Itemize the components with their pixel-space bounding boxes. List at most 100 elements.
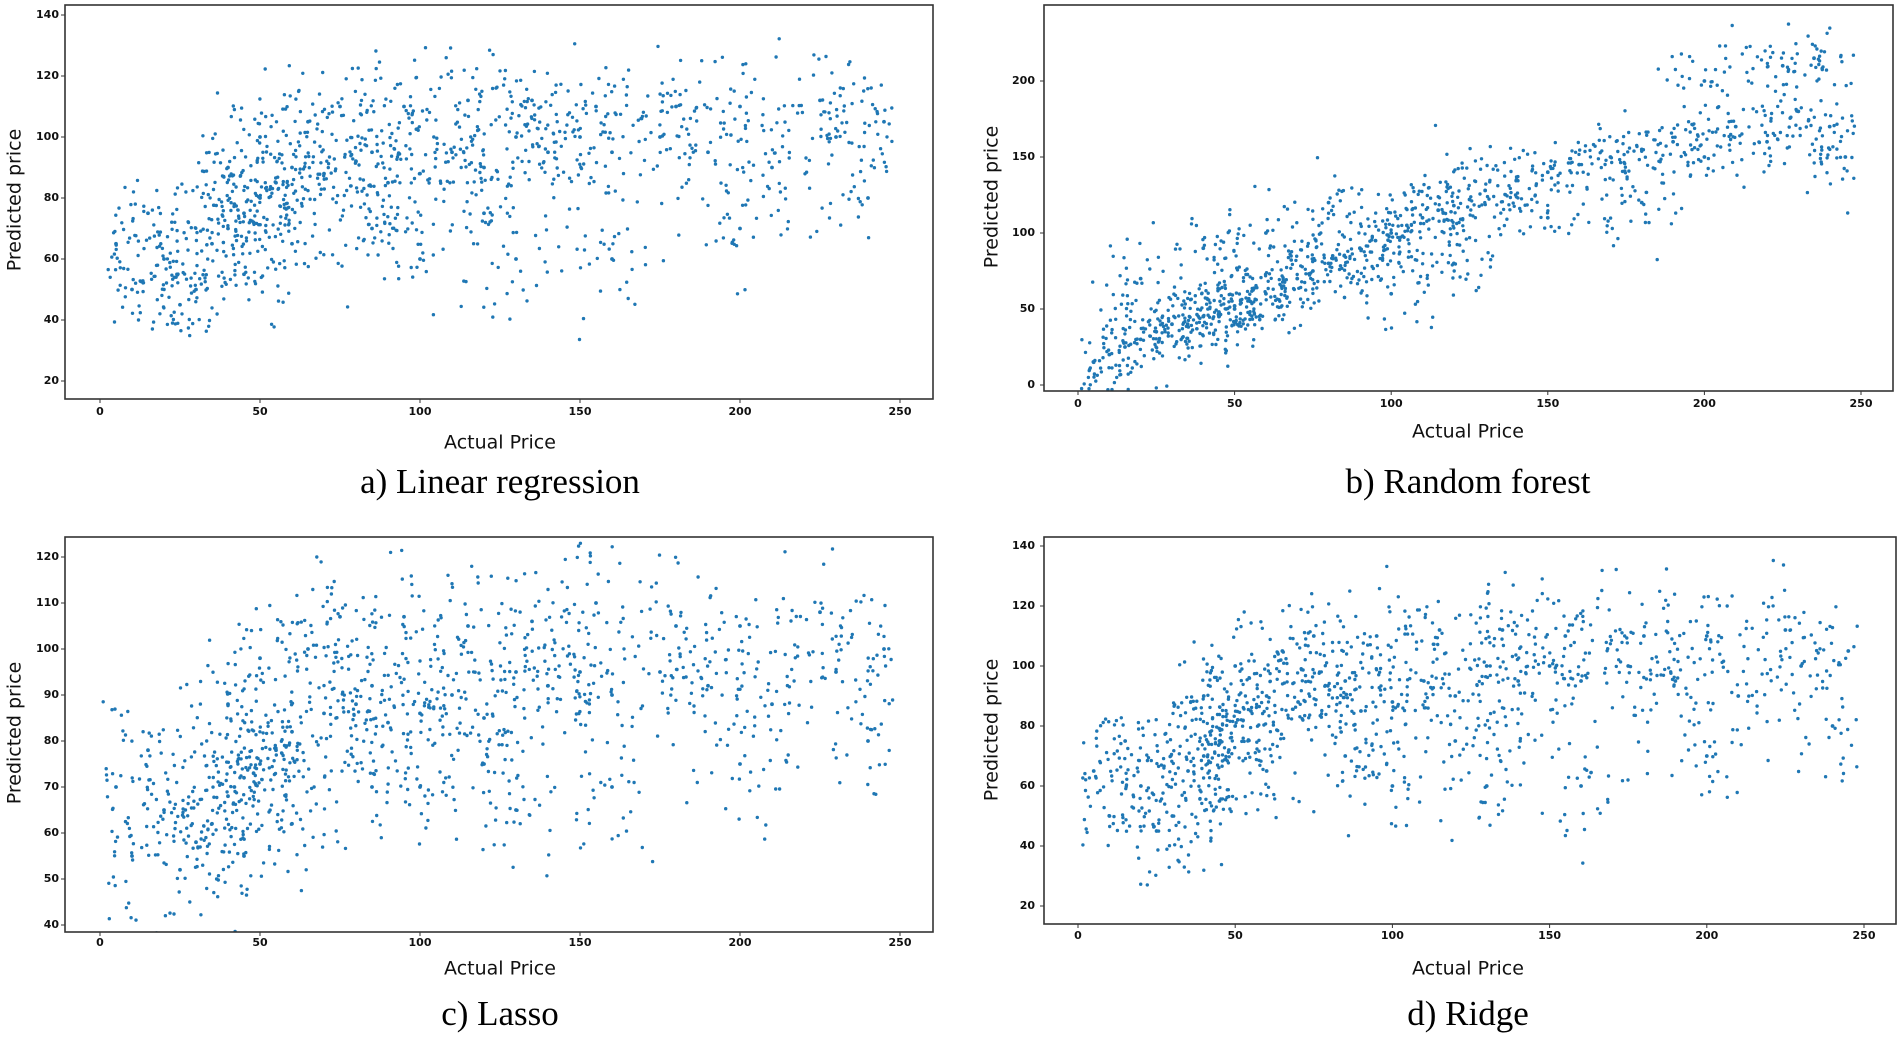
data-point bbox=[505, 291, 509, 296]
data-point bbox=[1298, 646, 1302, 650]
data-point bbox=[155, 298, 159, 302]
data-point bbox=[868, 682, 873, 686]
data-point bbox=[252, 270, 257, 274]
data-point bbox=[142, 209, 146, 214]
data-point bbox=[674, 698, 678, 702]
data-point bbox=[661, 259, 666, 263]
data-point bbox=[1234, 254, 1238, 258]
data-point bbox=[295, 593, 299, 598]
data-point bbox=[714, 586, 718, 591]
data-point bbox=[1842, 166, 1846, 171]
data-point bbox=[485, 712, 489, 716]
data-point bbox=[1190, 345, 1195, 350]
data-point bbox=[370, 620, 375, 624]
data-point bbox=[435, 634, 440, 639]
data-point bbox=[1310, 257, 1314, 261]
data-point bbox=[362, 237, 366, 242]
data-point bbox=[309, 707, 313, 712]
data-point bbox=[590, 91, 595, 95]
data-point bbox=[1406, 226, 1411, 230]
data-point bbox=[610, 672, 615, 676]
data-point bbox=[1298, 715, 1302, 719]
data-point bbox=[1621, 142, 1625, 146]
data-point bbox=[340, 666, 344, 670]
data-point bbox=[1406, 238, 1410, 242]
data-point bbox=[804, 617, 809, 622]
data-point bbox=[673, 555, 678, 559]
data-point bbox=[1335, 248, 1339, 252]
data-point bbox=[1179, 276, 1183, 280]
data-point bbox=[175, 780, 179, 785]
data-point bbox=[1129, 309, 1133, 313]
data-point bbox=[266, 756, 270, 761]
data-point bbox=[521, 785, 525, 789]
data-point bbox=[320, 845, 325, 849]
data-point bbox=[828, 117, 832, 121]
data-point bbox=[797, 103, 801, 108]
data-point bbox=[1549, 176, 1554, 180]
data-point bbox=[1642, 202, 1646, 207]
data-point bbox=[1571, 677, 1575, 681]
data-point bbox=[1664, 144, 1668, 148]
data-point bbox=[546, 697, 550, 701]
data-point bbox=[663, 674, 667, 678]
data-point bbox=[329, 769, 333, 773]
data-point bbox=[1261, 767, 1265, 772]
data-point bbox=[682, 117, 686, 121]
data-point bbox=[828, 136, 833, 141]
data-point bbox=[1629, 219, 1633, 223]
data-point bbox=[1133, 359, 1137, 364]
data-point bbox=[1216, 289, 1220, 293]
data-point bbox=[287, 660, 291, 664]
data-point bbox=[136, 318, 141, 322]
data-point bbox=[721, 127, 726, 131]
data-point bbox=[1429, 252, 1434, 256]
data-point bbox=[1352, 257, 1357, 262]
data-point bbox=[383, 220, 387, 224]
data-point bbox=[370, 226, 374, 231]
data-point bbox=[432, 705, 436, 709]
data-point bbox=[1118, 274, 1122, 278]
data-point bbox=[582, 162, 586, 166]
data-point bbox=[1295, 272, 1299, 277]
data-point bbox=[770, 148, 775, 152]
data-point bbox=[434, 197, 438, 201]
data-point bbox=[1271, 742, 1275, 747]
data-point bbox=[298, 817, 303, 822]
data-point bbox=[1317, 299, 1321, 303]
data-point bbox=[374, 790, 379, 794]
data-point bbox=[518, 610, 522, 614]
data-point bbox=[1284, 265, 1289, 270]
data-point bbox=[468, 212, 472, 216]
data-point bbox=[168, 911, 172, 915]
data-point bbox=[448, 598, 452, 603]
data-point bbox=[1141, 733, 1146, 738]
data-point bbox=[1581, 609, 1585, 613]
data-point bbox=[1213, 328, 1218, 332]
data-point bbox=[384, 645, 388, 650]
data-point bbox=[722, 620, 726, 624]
data-point bbox=[492, 843, 496, 847]
data-point bbox=[1195, 313, 1199, 317]
data-point bbox=[1129, 370, 1133, 374]
data-point bbox=[1377, 686, 1381, 690]
data-point bbox=[1177, 356, 1182, 360]
data-point bbox=[1379, 277, 1384, 281]
data-point bbox=[1237, 227, 1241, 231]
data-point bbox=[1255, 747, 1259, 751]
x-tick-label: 250 bbox=[889, 405, 912, 418]
data-point bbox=[699, 675, 703, 680]
data-point bbox=[611, 137, 615, 141]
data-point bbox=[1234, 291, 1239, 295]
data-point bbox=[1254, 298, 1259, 302]
data-point bbox=[210, 241, 214, 246]
data-point bbox=[1707, 129, 1711, 133]
data-point bbox=[783, 186, 787, 190]
data-point bbox=[1425, 193, 1430, 198]
data-point bbox=[718, 737, 723, 742]
data-point bbox=[586, 807, 590, 812]
data-point bbox=[1709, 84, 1713, 89]
data-point bbox=[643, 263, 648, 267]
data-point bbox=[446, 673, 450, 678]
data-point bbox=[582, 842, 586, 846]
